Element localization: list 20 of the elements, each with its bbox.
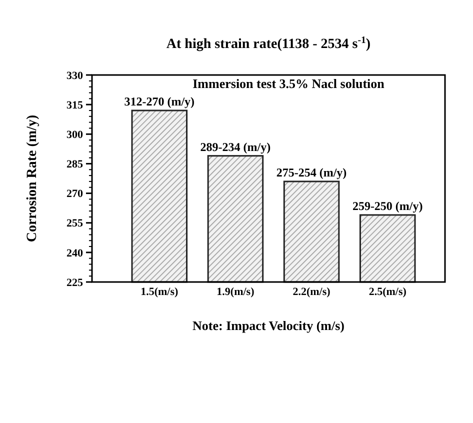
annotation: Immersion test 3.5% Nacl solution xyxy=(192,76,386,91)
x-tick-label: 2.5(m/s) xyxy=(368,286,407,298)
data-label: 312-270 (m/y) xyxy=(124,94,195,108)
y-tick-label: 255 xyxy=(66,218,84,230)
y-tick-label: 330 xyxy=(66,70,84,82)
x-axis-title: Note: Impact Velocity (m/s) xyxy=(192,318,344,333)
data-label: 289-234 (m/y) xyxy=(200,140,271,154)
y-tick-label: 270 xyxy=(66,188,84,200)
chart-title: At high strain rate(1138 - 2534 s$^{-1}$) xyxy=(166,34,371,52)
y-tick-label: 285 xyxy=(66,158,84,171)
x-tick-label: 1.9(m/s) xyxy=(216,286,255,298)
data-label: 259-250 (m/y) xyxy=(352,198,423,213)
x-tick-label: 2.2(m/s) xyxy=(292,286,331,298)
y-tick-label: 240 xyxy=(66,247,84,260)
y-axis-title: Corrosion Rate (m/y) xyxy=(25,114,40,242)
y-tick-label: 225 xyxy=(66,276,84,289)
x-tick-label: 1.5(m/s) xyxy=(140,286,179,298)
data-label: 275-254 (m/y) xyxy=(276,165,347,180)
y-tick-label: 300 xyxy=(66,128,84,141)
y-tick-label: 315 xyxy=(66,99,84,112)
